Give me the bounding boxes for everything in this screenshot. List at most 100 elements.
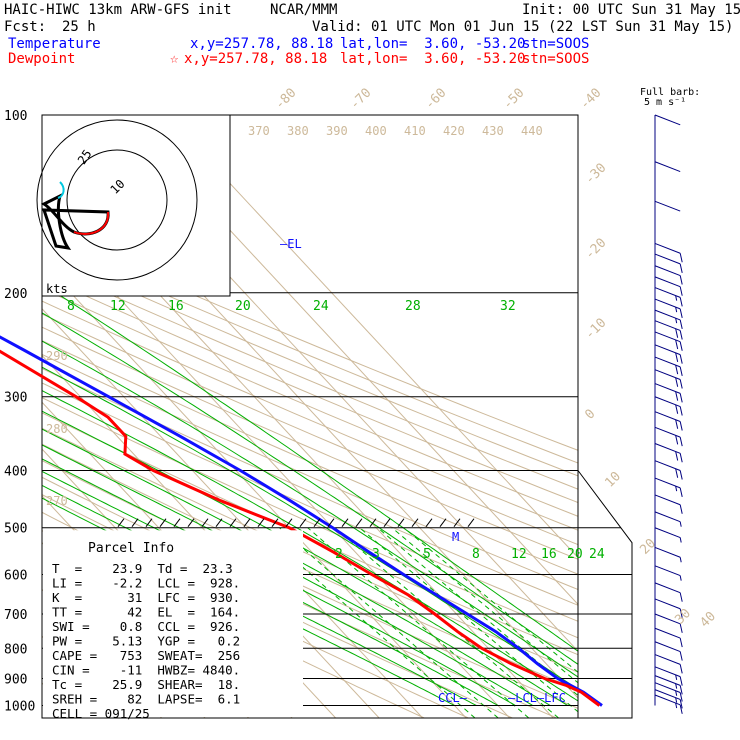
wind-barb — [654, 114, 681, 126]
lid-hatch-mark — [173, 518, 181, 528]
pressure-label: 600 — [4, 568, 27, 583]
barb-shaft — [654, 494, 681, 506]
valid-time: Valid: 01 UTC Mon 01 Jun 15 (22 LST Sun … — [312, 19, 734, 35]
wind-barb — [654, 654, 683, 674]
parcel-info-bg — [43, 530, 303, 717]
lower-extension-frame — [577, 470, 633, 719]
wind-barb — [654, 443, 683, 463]
mixing-ratio-lines — [257, 527, 578, 718]
parcel-info-row: CELL = 091/25 — [52, 706, 150, 721]
fcst-label: Fcst: — [4, 19, 47, 35]
hodograph-label-25: 25 — [75, 147, 95, 167]
barb-full — [679, 704, 683, 714]
parcel-info-row: CAPE = 753 SWEAT= 256 — [52, 648, 240, 663]
barb-shaft — [654, 666, 681, 678]
isotherm-line — [165, 115, 578, 559]
theta-label: 400 — [365, 124, 387, 138]
barb-half — [675, 683, 678, 689]
pressure-label: 400 — [4, 465, 27, 480]
moist-adiabat-line — [42, 340, 578, 678]
barb-shaft — [654, 613, 681, 625]
wind-barb — [654, 411, 683, 431]
dry-adiabat-line — [42, 239, 578, 464]
model-title: HAIC-HIWC 13km ARW-GFS init — [4, 2, 232, 18]
barb-shaft — [654, 654, 681, 665]
theta-label: 430 — [482, 124, 504, 138]
barb-full — [679, 253, 683, 263]
moist-adiabat-label: 24 — [313, 299, 329, 314]
lcl-lfc-label: —LCL—LFC — [508, 691, 566, 705]
temperature-profile — [0, 335, 603, 707]
wind-barb — [654, 565, 682, 581]
wind-barb — [654, 582, 683, 602]
barb-shaft — [654, 426, 681, 438]
barb-full — [679, 319, 683, 330]
barb-half — [679, 575, 682, 581]
wind-barb — [654, 694, 683, 714]
wind-barb — [654, 253, 683, 273]
barb-full — [675, 404, 679, 414]
barb-half — [675, 702, 678, 709]
pressure-label: 800 — [4, 642, 27, 657]
barb-full — [679, 651, 683, 661]
barb-full — [679, 297, 683, 307]
moist-adiabat-label: 16 — [168, 299, 184, 314]
isotherm-label: -70 — [347, 86, 374, 113]
parcel-info-row: K = 31 LFC = 930. — [52, 590, 240, 605]
barb-shaft — [654, 641, 681, 653]
mixing-ratio-label: 20 — [567, 547, 583, 562]
barb-shaft — [654, 565, 681, 577]
theta-label-left: 290 — [46, 349, 68, 363]
lid-hatch-mark — [397, 518, 405, 528]
barb-half — [675, 697, 678, 703]
wind-barb — [654, 396, 683, 416]
barb-full — [679, 406, 683, 416]
lid-hatch-mark — [341, 518, 349, 528]
lid-hatch-mark — [327, 518, 335, 528]
barb-full — [675, 328, 679, 338]
barb-full — [675, 352, 679, 362]
dry-adiabats — [42, 228, 578, 718]
wind-barb — [654, 344, 683, 364]
barb-half — [675, 318, 678, 324]
wind-barb — [654, 666, 683, 686]
mixing-ratio-line — [279, 527, 499, 718]
el-label: —EL — [280, 237, 302, 251]
hodograph-ring-outer — [36, 119, 198, 281]
barb-shaft — [654, 396, 681, 408]
lid-hatch-mark — [131, 518, 139, 528]
wind-barb — [654, 675, 683, 695]
legend-dewpoint-marker: ☆ — [170, 51, 179, 67]
lid-hatch-mark — [257, 518, 265, 528]
barb-shaft — [654, 383, 681, 394]
barb-full — [679, 692, 683, 702]
mixing-ratio-line — [377, 527, 578, 697]
lid-hatch-mark — [243, 518, 251, 528]
wind-barb — [654, 276, 683, 296]
lid-hatch-mark — [299, 518, 307, 528]
mixing-ratio-label: 12 — [511, 547, 527, 562]
lid-hatch-mark — [383, 518, 391, 528]
pressure-label: 900 — [4, 672, 27, 687]
dry-adiabat-line — [42, 263, 578, 490]
lid-hatch-mark — [215, 518, 223, 528]
legend-dewpoint-stn: stn=SOOS — [522, 51, 590, 67]
dry-adiabat-line — [42, 340, 578, 575]
wind-barb — [654, 494, 683, 514]
barb-full — [679, 453, 683, 463]
theta-label: 370 — [248, 124, 270, 138]
isotherm-label: 20 — [637, 536, 659, 558]
barb-half — [675, 690, 678, 696]
barb-full — [675, 391, 679, 401]
barb-full — [679, 487, 683, 497]
barb-full — [679, 685, 683, 695]
legend-dewpoint-label: Dewpoint — [8, 51, 76, 67]
barb-shaft — [654, 477, 681, 489]
mixing-ratio-line — [257, 527, 476, 718]
legend-temperature-label: Temperature — [8, 36, 101, 52]
wind-barb — [654, 511, 682, 527]
dry-adiabat-line — [42, 367, 578, 606]
dry-adiabat-line — [42, 412, 578, 656]
isotherm-line — [0, 115, 31, 718]
